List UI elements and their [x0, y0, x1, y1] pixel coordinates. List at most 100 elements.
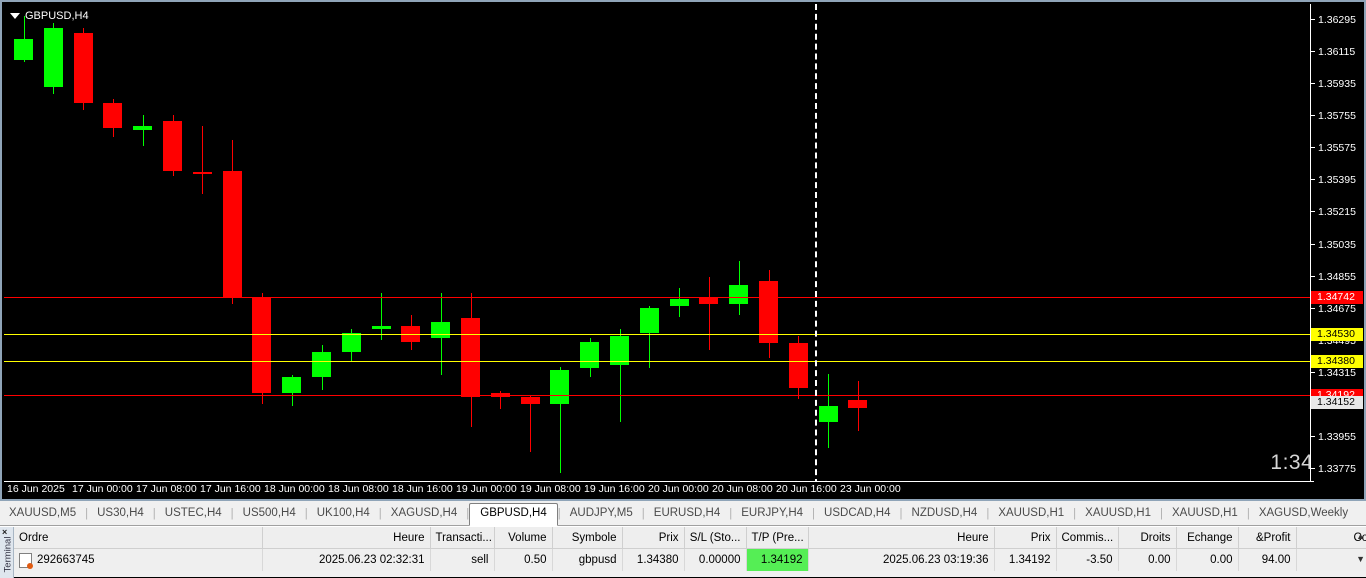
- symbol-tab-bar[interactable]: XAUUSD,M5 | US30,H4 | USTEC,H4 | US500,H4 | UK10…: [0, 501, 1366, 526]
- candle-body: [43, 28, 63, 87]
- column-header[interactable]: Droits: [1118, 527, 1177, 549]
- candle-body: [431, 321, 451, 339]
- day-separator-line: [814, 4, 817, 485]
- tab-scroll-controls[interactable]: ◄ ►: [1357, 510, 1366, 525]
- candle-body: [669, 298, 689, 306]
- candle-body: [818, 405, 838, 422]
- column-header[interactable]: &Profit: [1238, 527, 1297, 549]
- column-header[interactable]: Prix: [622, 527, 685, 549]
- candle-body: [759, 281, 778, 344]
- tick-mark: [1311, 435, 1315, 437]
- tab-separator: |: [812, 508, 816, 520]
- tab-uk100-h4[interactable]: UK100,H4: [316, 507, 370, 519]
- column-header[interactable]: Symbole: [552, 527, 623, 549]
- cell-swap: 0.00: [1176, 548, 1239, 571]
- take-profit-line[interactable]: [4, 395, 1314, 396]
- price-tick-label: 1.36115: [1318, 46, 1356, 59]
- candle-body: [103, 102, 123, 128]
- candle-body: [341, 332, 361, 353]
- terminal-panel[interactable]: × Terminal Ordre Heure Transacti... Volume S…: [0, 526, 1366, 578]
- close-icon[interactable]: ×: [2, 527, 8, 537]
- stop-loss-line[interactable]: [4, 297, 1314, 298]
- tab-separator: |: [557, 508, 561, 520]
- horizontal-scrollbar[interactable]: [150, 573, 1366, 577]
- tab-ustec-h4[interactable]: USTEC,H4: [164, 507, 222, 519]
- tick-mark: [1311, 275, 1315, 277]
- chevron-up-icon[interactable]: ▲: [1356, 531, 1365, 541]
- price-tick: 1.35935: [1311, 78, 1362, 90]
- time-axis[interactable]: 16 Jun 2025 17 Jun 00:00 17 Jun 08:00 17 Ju…: [4, 481, 1314, 497]
- tab-gbpusd-h4[interactable]: GBPUSD,H4: [469, 503, 558, 526]
- candle-body: [848, 400, 868, 408]
- cell-close-price: 1.34192: [994, 548, 1057, 571]
- tab-eurusd-h4[interactable]: EURUSD,H4: [653, 507, 721, 519]
- cell-open-time: 2025.06.23 02:32:31: [262, 548, 431, 571]
- chevron-down-icon[interactable]: ▼: [1356, 554, 1365, 564]
- tab-audjpy-m5[interactable]: AUDJPY,M5: [569, 507, 633, 519]
- tab-eurjpy-h4[interactable]: EURJPY,H4: [741, 507, 804, 519]
- price-tick-label: 1.35935: [1318, 78, 1356, 91]
- tab-nzdusd-h4[interactable]: NZDUSD,H4: [911, 507, 978, 519]
- cell-taxes: 0.00: [1118, 548, 1177, 571]
- trades-table[interactable]: Ordre Heure Transacti... Volume Symbole Prix S…: [14, 527, 1366, 571]
- candle-body: [639, 307, 659, 333]
- entry-line[interactable]: [4, 361, 1314, 362]
- tab-xagusd-h4[interactable]: XAGUSD,H4: [390, 507, 458, 519]
- candle-body: [520, 396, 540, 404]
- time-tick-label: 23 Jun 00:00: [840, 483, 901, 495]
- price-tick: 1.33775: [1311, 463, 1362, 475]
- tick-mark: [1311, 147, 1315, 149]
- order-line-price-label[interactable]: 1.34530: [1311, 328, 1363, 342]
- price-tick-label: 1.34675: [1318, 302, 1356, 315]
- time-tick-label: 20 Jun 00:00: [648, 483, 709, 495]
- price-tick: 1.34315: [1311, 367, 1362, 379]
- candle-body: [788, 343, 808, 388]
- tick-mark: [1311, 19, 1315, 21]
- price-tick: 1.36295: [1311, 14, 1362, 26]
- candle-wick: [649, 305, 651, 369]
- column-header[interactable]: T/P (Pre...: [746, 527, 809, 549]
- column-header[interactable]: Heure: [808, 527, 995, 549]
- column-header[interactable]: Ordre: [14, 527, 263, 549]
- time-tick-label: 16 Jun 2025: [7, 483, 65, 495]
- column-header[interactable]: Commentaire: [1296, 527, 1366, 549]
- tab-usdcad-h4[interactable]: USDCAD,H4: [824, 507, 891, 519]
- table-row[interactable]: 292663745 2025.06.23 02:32:31 sell 0.50 gbpu…: [14, 548, 1366, 571]
- column-header[interactable]: Commis...: [1056, 527, 1119, 549]
- chart-window[interactable]: GBPUSD,H4 1:34:47 1.36295 1.36115 1.35935 1…: [0, 0, 1366, 501]
- tab-xauusd-h1[interactable]: XAUUSD,H1: [1171, 507, 1238, 519]
- column-header[interactable]: Echange: [1176, 527, 1239, 549]
- cell-close-time: 2025.06.23 03:19:36: [808, 548, 995, 571]
- tick-mark: [1311, 307, 1315, 309]
- candle-wick: [202, 126, 204, 194]
- terminal-tab-label[interactable]: Terminal: [2, 536, 14, 573]
- entry-line-price-label[interactable]: 1.34380: [1311, 355, 1363, 369]
- tab-us30-h4[interactable]: US30,H4: [97, 507, 144, 519]
- price-axis[interactable]: 1.36295 1.36115 1.35935 1.35755 1.35575 1.353…: [1310, 4, 1363, 485]
- column-header[interactable]: S/L (Sto...: [684, 527, 747, 549]
- column-header[interactable]: Heure: [262, 527, 431, 549]
- chart-symbol-label: GBPUSD,H4: [25, 10, 89, 22]
- tab-xauusd-h1[interactable]: XAUUSD,H1: [1085, 507, 1151, 519]
- candle-wick: [500, 391, 502, 410]
- tab-xauusd-m5[interactable]: XAUUSD,M5: [9, 507, 77, 519]
- column-header[interactable]: Transacti...: [430, 527, 495, 549]
- tab-separator: |: [304, 508, 308, 520]
- tab-xagusd-weekly[interactable]: XAGUSD,Weekly: [1258, 507, 1349, 519]
- candle-body: [222, 170, 242, 298]
- price-tick-label: 1.35575: [1318, 142, 1356, 155]
- candle-body: [371, 325, 391, 330]
- price-tick: 1.35755: [1311, 110, 1362, 122]
- chart-plot-area[interactable]: [4, 4, 1314, 485]
- order-line[interactable]: [4, 334, 1314, 335]
- tab-separator: |: [641, 508, 645, 520]
- stop-loss-line-price-label[interactable]: 1.34742: [1311, 290, 1363, 304]
- tab-us500-h4[interactable]: US500,H4: [242, 507, 296, 519]
- tab-xauusd-h1[interactable]: XAUUSD,H1: [998, 507, 1065, 519]
- column-header[interactable]: Volume: [494, 527, 553, 549]
- chevron-down-icon[interactable]: [10, 13, 20, 19]
- column-header[interactable]: Prix: [994, 527, 1057, 549]
- tick-mark: [1311, 115, 1315, 117]
- closed-order-icon: [19, 552, 33, 569]
- cell-type: sell: [430, 548, 495, 571]
